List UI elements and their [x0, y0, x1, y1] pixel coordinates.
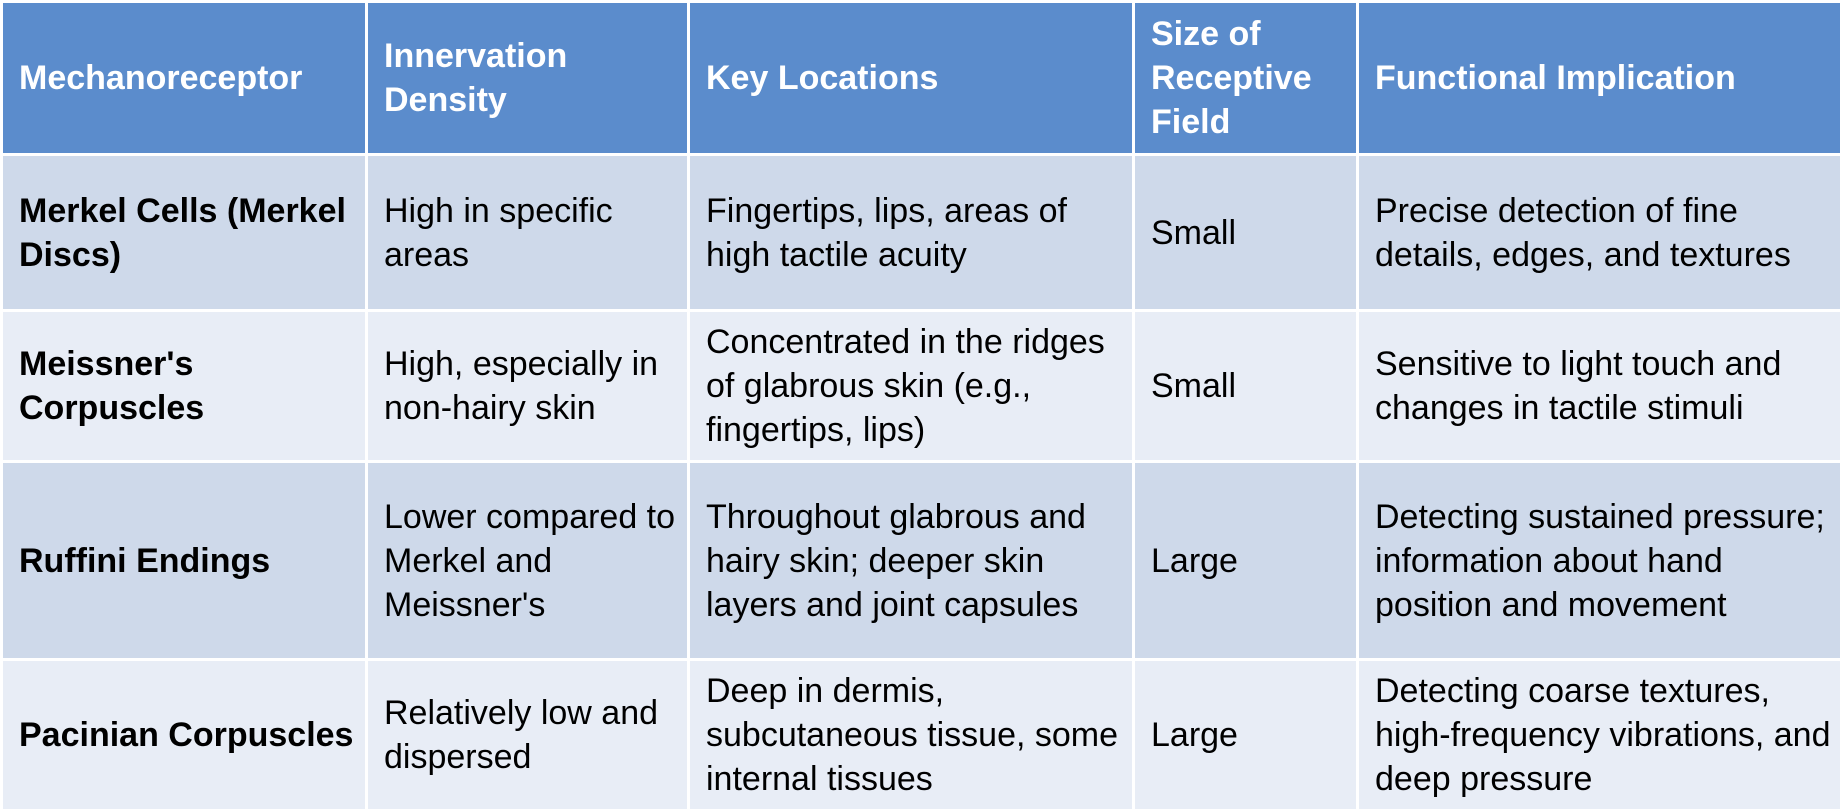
cell-functional-implication: Detecting coarse textures, high-frequenc…	[1358, 660, 1840, 811]
header-functional-implication: Functional Implication	[1358, 2, 1840, 155]
header-row: Mechanoreceptor Innervation Density Key …	[2, 2, 1840, 155]
cell-functional-implication: Detecting sustained pressure; informatio…	[1358, 462, 1840, 660]
cell-key-locations: Throughout glabrous and hairy skin; deep…	[689, 462, 1134, 660]
table-row: Ruffini Endings Lower compared to Merkel…	[2, 462, 1840, 660]
header-receptive-field-size: Size of Receptive Field	[1134, 2, 1358, 155]
cell-innervation-density: Lower compared to Merkel and Meissner's	[367, 462, 689, 660]
cell-receptive-field-size: Small	[1134, 311, 1358, 462]
cell-functional-implication: Sensitive to light touch and changes in …	[1358, 311, 1840, 462]
cell-innervation-density: Relatively low and dispersed	[367, 660, 689, 811]
cell-innervation-density: High, especially in non-hairy skin	[367, 311, 689, 462]
table-body: Merkel Cells (Merkel Discs) High in spec…	[2, 155, 1840, 811]
table-row: Meissner's Corpuscles High, especially i…	[2, 311, 1840, 462]
table-header: Mechanoreceptor Innervation Density Key …	[2, 2, 1840, 155]
cell-mechanoreceptor: Pacinian Corpuscles	[2, 660, 367, 811]
table-row: Pacinian Corpuscles Relatively low and d…	[2, 660, 1840, 811]
cell-receptive-field-size: Large	[1134, 462, 1358, 660]
cell-functional-implication: Precise detection of fine details, edges…	[1358, 155, 1840, 311]
cell-receptive-field-size: Small	[1134, 155, 1358, 311]
cell-mechanoreceptor: Meissner's Corpuscles	[2, 311, 367, 462]
cell-mechanoreceptor: Ruffini Endings	[2, 462, 367, 660]
header-key-locations: Key Locations	[689, 2, 1134, 155]
cell-key-locations: Concentrated in the ridges of glabrous s…	[689, 311, 1134, 462]
cell-key-locations: Fingertips, lips, areas of high tactile …	[689, 155, 1134, 311]
header-mechanoreceptor: Mechanoreceptor	[2, 2, 367, 155]
cell-mechanoreceptor: Merkel Cells (Merkel Discs)	[2, 155, 367, 311]
cell-receptive-field-size: Large	[1134, 660, 1358, 811]
cell-key-locations: Deep in dermis, subcutaneous tissue, som…	[689, 660, 1134, 811]
table-row: Merkel Cells (Merkel Discs) High in spec…	[2, 155, 1840, 311]
header-innervation-density: Innervation Density	[367, 2, 689, 155]
cell-innervation-density: High in specific areas	[367, 155, 689, 311]
